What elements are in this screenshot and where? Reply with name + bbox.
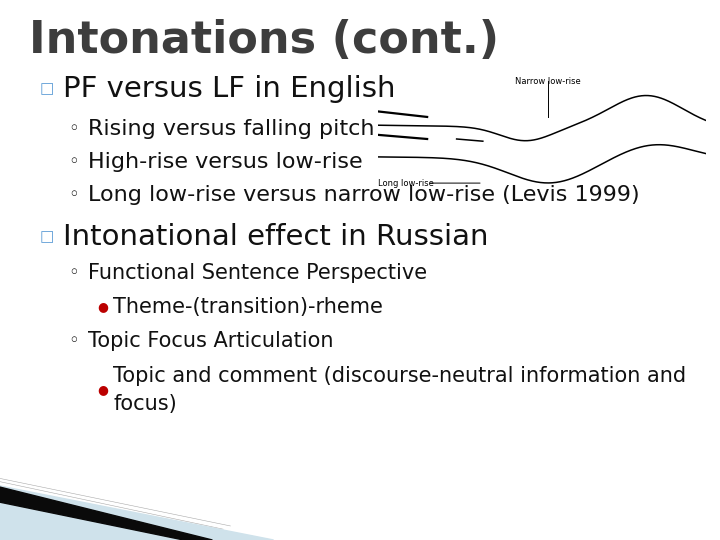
Text: ◦: ◦ — [68, 153, 79, 171]
Text: □: □ — [40, 229, 54, 244]
Text: Long low-rise versus narrow low-rise (Levis 1999): Long low-rise versus narrow low-rise (Le… — [88, 185, 639, 206]
Text: Intonational effect in Russian: Intonational effect in Russian — [63, 222, 489, 251]
Text: High-rise versus low-rise: High-rise versus low-rise — [88, 152, 362, 172]
Text: ●: ● — [97, 383, 108, 396]
Text: Narrow low-rise: Narrow low-rise — [516, 77, 581, 86]
Text: Long low-rise: Long low-rise — [378, 179, 434, 187]
Text: Topic Focus Articulation: Topic Focus Articulation — [88, 331, 333, 352]
Polygon shape — [0, 487, 212, 540]
Text: PF versus LF in English: PF versus LF in English — [63, 75, 396, 103]
Text: ◦: ◦ — [68, 119, 79, 138]
Polygon shape — [0, 486, 274, 540]
Text: Theme-(transition)-rheme: Theme-(transition)-rheme — [113, 296, 383, 317]
Text: □: □ — [40, 82, 54, 97]
Text: Functional Sentence Perspective: Functional Sentence Perspective — [88, 262, 427, 283]
Text: ◦: ◦ — [68, 332, 79, 350]
Text: Intonations (cont.): Intonations (cont.) — [29, 19, 499, 62]
Text: Topic and comment (discourse-neutral information and
focus): Topic and comment (discourse-neutral inf… — [113, 366, 686, 414]
Text: Rising versus falling pitch: Rising versus falling pitch — [88, 118, 374, 139]
Text: ◦: ◦ — [68, 186, 79, 205]
Text: ◦: ◦ — [68, 264, 79, 282]
Text: ●: ● — [97, 300, 108, 313]
